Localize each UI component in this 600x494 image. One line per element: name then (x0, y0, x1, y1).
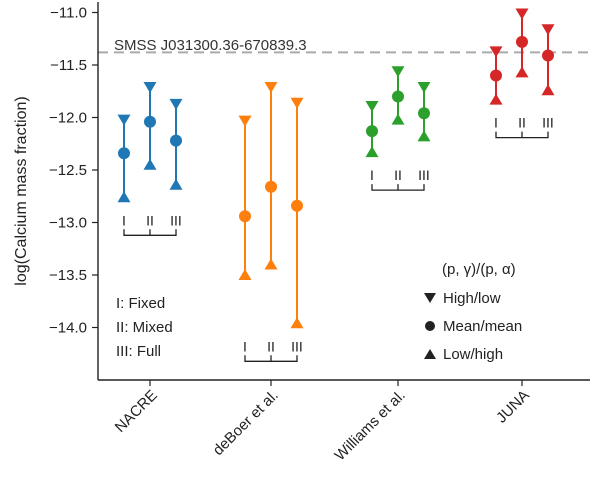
low-high-marker (541, 84, 555, 96)
data-point-group (541, 24, 555, 96)
x-tick-label: NACRE (112, 387, 161, 436)
data-point-group (391, 66, 405, 125)
low-high-marker (238, 269, 252, 280)
variant-label: II (394, 167, 402, 183)
data-point-group (489, 46, 503, 105)
high-low-marker (515, 8, 529, 20)
variant-label: I (494, 115, 498, 131)
variant-bracket (495, 131, 549, 139)
variant-label: III (170, 212, 182, 228)
low-high-marker (365, 146, 379, 158)
low-high-marker (117, 191, 131, 203)
data-point-group (117, 114, 131, 203)
mean-mean-marker (265, 180, 277, 193)
y-tick-label: −11.5 (50, 57, 87, 74)
data-point-group (417, 82, 431, 142)
y-axis-label: log(Calcium mass fraction) (13, 96, 30, 285)
variant-label: III (542, 115, 554, 131)
low-high-marker (143, 158, 157, 170)
variant-bracket (371, 184, 425, 191)
high-low-marker (169, 98, 183, 110)
high-low-marker (117, 114, 131, 126)
low-high-marker (515, 66, 529, 78)
mean-mean-marker (392, 90, 404, 103)
data-point-group (264, 82, 278, 270)
y-tick-label: −14.0 (49, 320, 87, 337)
high-low-marker (541, 24, 555, 36)
mean-mean-marker (239, 210, 251, 223)
variants-legend-full: III: Full (116, 343, 161, 360)
legend-triangle-up-icon (424, 349, 436, 359)
low-high-marker (489, 93, 503, 105)
legend-circle-icon (425, 321, 435, 331)
variant-label: I (243, 338, 247, 354)
mean-mean-marker (118, 147, 130, 160)
high-low-marker (290, 97, 304, 109)
marker-legend: (p, γ)/(p, α) High/low Mean/mean Low/hig… (424, 261, 522, 363)
mean-mean-marker (144, 115, 156, 128)
legend-triangle-down-icon (424, 293, 436, 303)
variants-legend-fixed: I: Fixed (116, 295, 165, 312)
y-tick-label: −12.0 (49, 110, 87, 127)
data-point-group (515, 8, 529, 78)
mean-mean-marker (170, 134, 182, 147)
variant-bracket (244, 355, 298, 362)
low-high-marker (391, 113, 405, 125)
variant-bracket (123, 229, 177, 236)
variant-label: III (291, 338, 303, 354)
high-low-marker (238, 115, 252, 127)
low-high-marker (169, 178, 183, 190)
high-low-marker (264, 82, 278, 94)
legend-mean-mean-label: Mean/mean (443, 318, 522, 335)
data-point-group (365, 100, 379, 158)
data-point-group (290, 97, 304, 329)
variant-label: I (122, 212, 126, 228)
x-tick-label: deBoer et al. (210, 387, 282, 459)
mean-mean-marker (516, 35, 528, 48)
variant-label: III (418, 167, 430, 183)
variant-label: I (370, 167, 374, 183)
high-low-marker (365, 100, 379, 112)
y-tick-label: −11.0 (50, 5, 87, 22)
low-high-marker (290, 317, 304, 329)
reference-line-label: SMSS J031300.36-670839.3 (114, 37, 307, 54)
variants-legend-mixed: II: Mixed (116, 319, 173, 336)
mean-mean-marker (366, 125, 378, 138)
high-low-marker (143, 82, 157, 94)
data-point-group (169, 98, 183, 190)
variant-label: II (518, 115, 526, 131)
mean-mean-marker (542, 49, 554, 62)
mean-mean-marker (490, 69, 502, 82)
variant-label: II (146, 212, 154, 228)
variant-label: II (267, 338, 275, 354)
high-low-marker (489, 46, 503, 58)
legend-low-high-label: Low/high (443, 346, 503, 363)
high-low-marker (391, 66, 405, 78)
low-high-marker (417, 130, 431, 142)
data-point-group (143, 82, 157, 170)
mean-mean-marker (418, 107, 430, 120)
y-tick-label: −12.5 (49, 162, 87, 179)
low-high-marker (264, 258, 278, 270)
y-tick-label: −13.5 (49, 267, 87, 284)
x-tick-label: Williams et al. (331, 387, 408, 464)
data-point-group (238, 115, 252, 280)
y-tick-label: −13.0 (49, 215, 87, 232)
variants-legend: I: Fixed II: Mixed III: Full (116, 295, 173, 360)
high-low-marker (417, 82, 431, 94)
legend-high-low-label: High/low (443, 290, 501, 307)
x-tick-label: JUNA (493, 387, 533, 427)
mean-mean-marker (291, 199, 303, 212)
marker-legend-title: (p, γ)/(p, α) (442, 261, 516, 278)
